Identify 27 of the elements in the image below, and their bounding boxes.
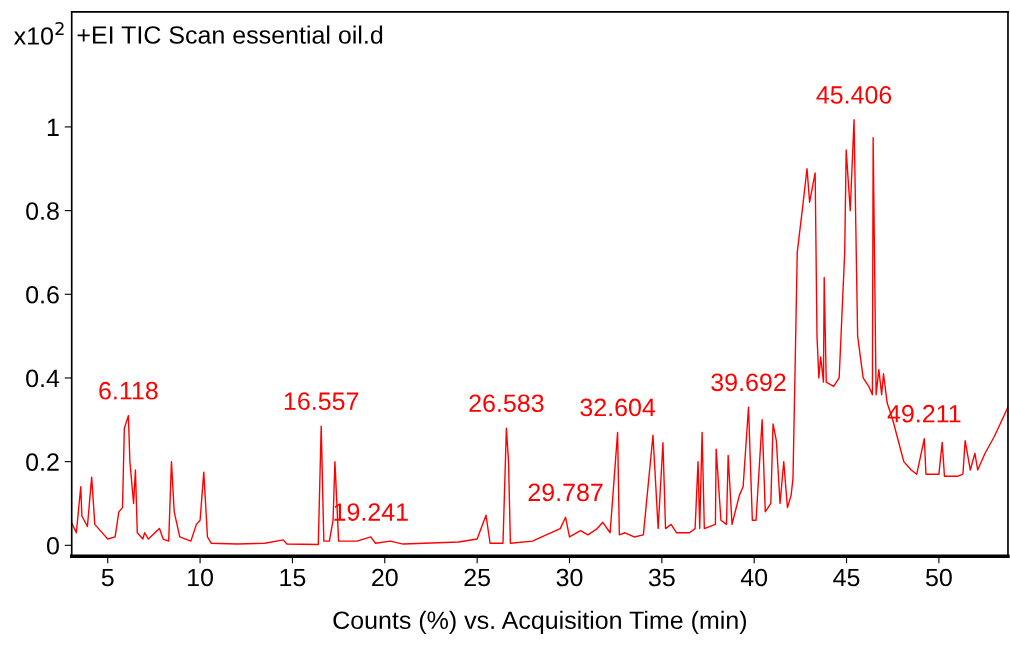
x-tick-label: 30 [556,568,583,587]
line-series [71,119,1008,546]
annotation: 39.692 [711,373,786,392]
x-tick-label: 50 [926,568,952,587]
y-tick-label: 0 [46,536,59,555]
x-tick-label: 35 [648,568,675,587]
y-tick-label: 1 [47,118,59,136]
annotation: 45.406 [816,86,892,104]
annotation: +EI TIC Scan essential oil.d [77,25,383,44]
y-tick-label: 0.8 [26,202,59,220]
x-tick-label: 5 [101,568,114,587]
x-tick-label: 20 [372,568,398,587]
x-tick-label: 15 [280,568,306,587]
annotation: 32.604 [580,398,656,417]
annotation: 6.118 [99,381,158,400]
y-tick-label: 0.4 [26,369,60,388]
x-axis-title: Counts (%) vs. Acquisition Time (min) [333,610,746,635]
annotation: 26.583 [469,394,544,413]
annotation: 16.557 [284,392,359,411]
annotation: 29.787 [528,483,603,502]
y-tick-label: 0.6 [26,285,59,304]
x-tick-label: 25 [464,568,490,587]
y-axis-title: x10$^{2}$ [13,22,64,45]
x-tick-label: 45 [833,568,860,587]
x-tick-label: 40 [740,568,768,587]
y-tick-label: 0.2 [26,453,59,471]
x-tick-label: 10 [188,568,214,587]
